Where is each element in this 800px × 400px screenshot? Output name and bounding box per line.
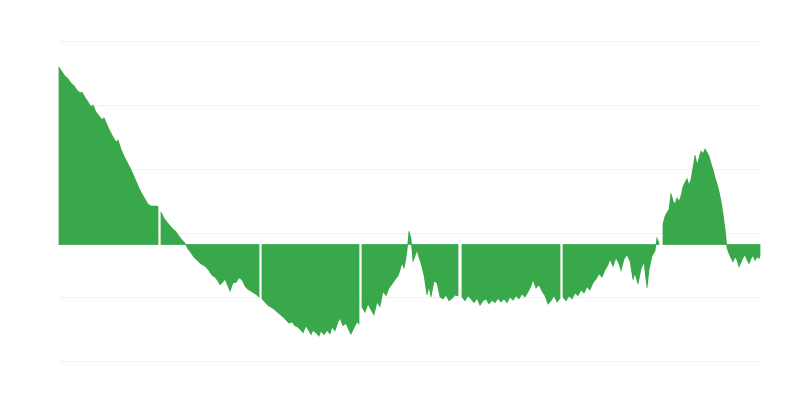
- area-segment: [562, 236, 660, 302]
- area-segment: [662, 148, 761, 268]
- area-segment: [461, 244, 561, 307]
- area-segment: [58, 65, 159, 245]
- area-segment: [160, 211, 260, 298]
- area-segment: [261, 244, 360, 337]
- area-segment: [361, 231, 459, 316]
